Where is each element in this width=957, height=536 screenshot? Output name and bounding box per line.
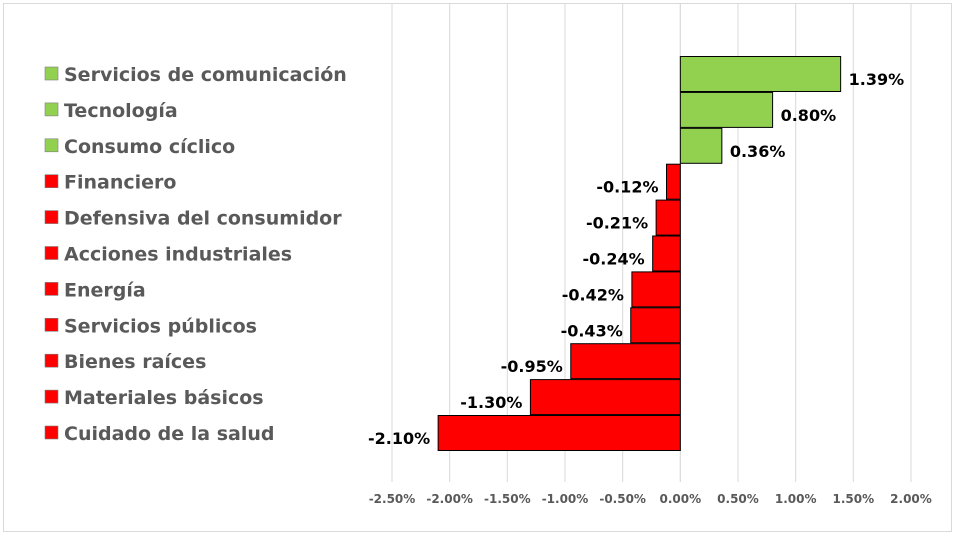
legend-swatch xyxy=(44,317,59,332)
bar xyxy=(665,163,681,200)
x-tick-label: -1.00% xyxy=(542,492,589,506)
legend-swatch xyxy=(44,282,59,296)
x-tick-label: -2.00% xyxy=(426,492,473,506)
x-tick-label: 1.00% xyxy=(775,492,817,506)
legend-swatch xyxy=(44,353,59,368)
bar xyxy=(570,343,681,380)
bar xyxy=(631,271,681,308)
x-tick-label: 1.50% xyxy=(833,492,875,506)
bars xyxy=(437,56,842,451)
bar xyxy=(679,91,774,128)
data-label: 1.39% xyxy=(849,70,905,89)
legend: Servicios de comunicación Tecnología Consu… xyxy=(44,64,347,445)
data-label: -0.95% xyxy=(501,357,563,376)
x-axis-ticks: -2.50% -2.00% -1.50% -1.00% -0.50% 0.00% 0.50%… xyxy=(369,492,932,506)
legend-swatch xyxy=(44,425,59,440)
legend-swatch xyxy=(44,66,59,81)
data-label: -1.30% xyxy=(460,393,522,412)
legend-entry: Consumo cíclico xyxy=(64,136,235,158)
bar xyxy=(679,56,842,92)
data-labels: 1.39% 0.80% 0.36% -0.12% -0.21% -0.24% -0.42% -… xyxy=(368,70,904,448)
bar xyxy=(655,199,681,236)
legend-swatch xyxy=(44,210,59,224)
legend-entry: Materiales básicos xyxy=(64,387,264,409)
legend-entry: Defensiva del consumidor xyxy=(64,208,342,230)
legend-swatch xyxy=(44,174,59,188)
legend-swatch xyxy=(44,389,59,404)
legend-entry: Energía xyxy=(64,279,146,301)
data-label: 0.36% xyxy=(730,142,786,161)
legend-entry: Tecnología xyxy=(64,100,178,122)
data-label: -0.24% xyxy=(582,250,644,269)
legend-entry: Servicios públicos xyxy=(64,315,257,337)
data-label: -0.42% xyxy=(562,285,624,304)
x-tick-label: 0.50% xyxy=(717,492,759,506)
legend-entry: Bienes raíces xyxy=(64,351,206,373)
legend-entry: Cuidado de la salud xyxy=(64,423,275,445)
data-label: 0.80% xyxy=(781,106,837,125)
legend-entry: Acciones industriales xyxy=(64,244,292,266)
bar xyxy=(529,379,681,416)
x-tick-label: 2.00% xyxy=(890,492,932,506)
chart-frame: 1.39% 0.80% 0.36% -0.12% -0.21% -0.24% -0.42% -… xyxy=(3,3,952,532)
bar xyxy=(630,307,681,344)
data-label: -0.21% xyxy=(586,214,648,233)
bar-chart: 1.39% 0.80% 0.36% -0.12% -0.21% -0.24% -0.42% -… xyxy=(44,4,932,506)
legend-swatch xyxy=(44,102,59,117)
x-tick-label: -0.50% xyxy=(599,492,646,506)
legend-swatch xyxy=(44,246,59,260)
bar xyxy=(437,415,681,451)
legend-entry: Financiero xyxy=(64,172,176,194)
x-tick-label: -2.50% xyxy=(369,492,416,506)
bar xyxy=(679,127,723,164)
x-tick-label: -1.50% xyxy=(484,492,531,506)
data-label: -2.10% xyxy=(368,429,430,448)
x-tick-label: 0.00% xyxy=(660,492,702,506)
bar xyxy=(652,235,681,272)
legend-entry: Servicios de comunicación xyxy=(64,64,347,86)
data-label: -0.43% xyxy=(561,321,623,340)
legend-swatch xyxy=(44,138,59,153)
data-label: -0.12% xyxy=(596,178,658,197)
